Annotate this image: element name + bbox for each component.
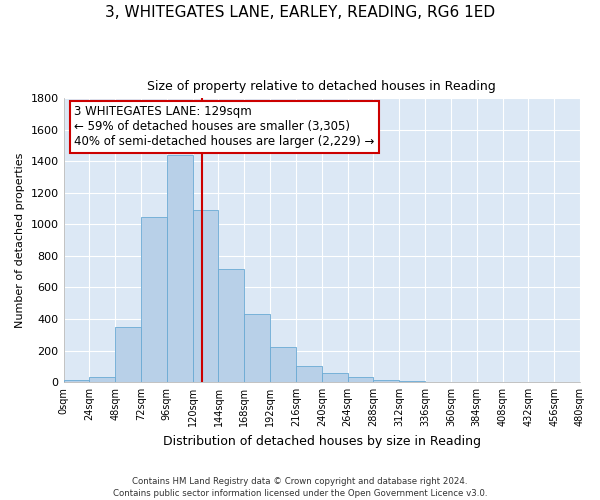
Bar [193,210,218,382]
X-axis label: Distribution of detached houses by size in Reading: Distribution of detached houses by size … [163,434,481,448]
Y-axis label: Number of detached properties: Number of detached properties [15,152,25,328]
Bar [115,327,141,382]
Bar [347,378,373,382]
Bar [296,366,322,382]
Text: 3, WHITEGATES LANE, EARLEY, READING, RG6 1ED: 3, WHITEGATES LANE, EARLEY, READING, RG6… [105,5,495,20]
Bar [64,380,89,382]
Bar [373,380,399,382]
Bar [244,314,270,382]
Bar [141,216,167,382]
Bar [89,378,115,382]
Bar [270,348,296,382]
Bar [322,374,347,382]
Bar [167,155,193,382]
Text: Contains HM Land Registry data © Crown copyright and database right 2024.
Contai: Contains HM Land Registry data © Crown c… [113,476,487,498]
Bar [218,268,244,382]
Title: Size of property relative to detached houses in Reading: Size of property relative to detached ho… [148,80,496,93]
Text: 3 WHITEGATES LANE: 129sqm
← 59% of detached houses are smaller (3,305)
40% of se: 3 WHITEGATES LANE: 129sqm ← 59% of detac… [74,106,374,148]
